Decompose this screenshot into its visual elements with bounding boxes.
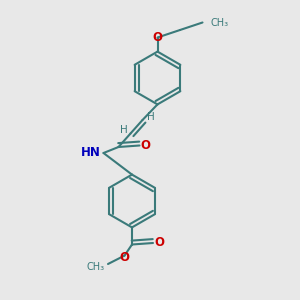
Text: O: O <box>152 31 163 44</box>
Text: H: H <box>147 112 155 122</box>
Text: O: O <box>140 139 151 152</box>
Text: H: H <box>120 125 128 136</box>
Text: O: O <box>119 250 130 264</box>
Text: HN: HN <box>81 146 101 159</box>
Text: CH₃: CH₃ <box>210 17 228 28</box>
Text: O: O <box>154 236 164 250</box>
Text: CH₃: CH₃ <box>87 262 105 272</box>
